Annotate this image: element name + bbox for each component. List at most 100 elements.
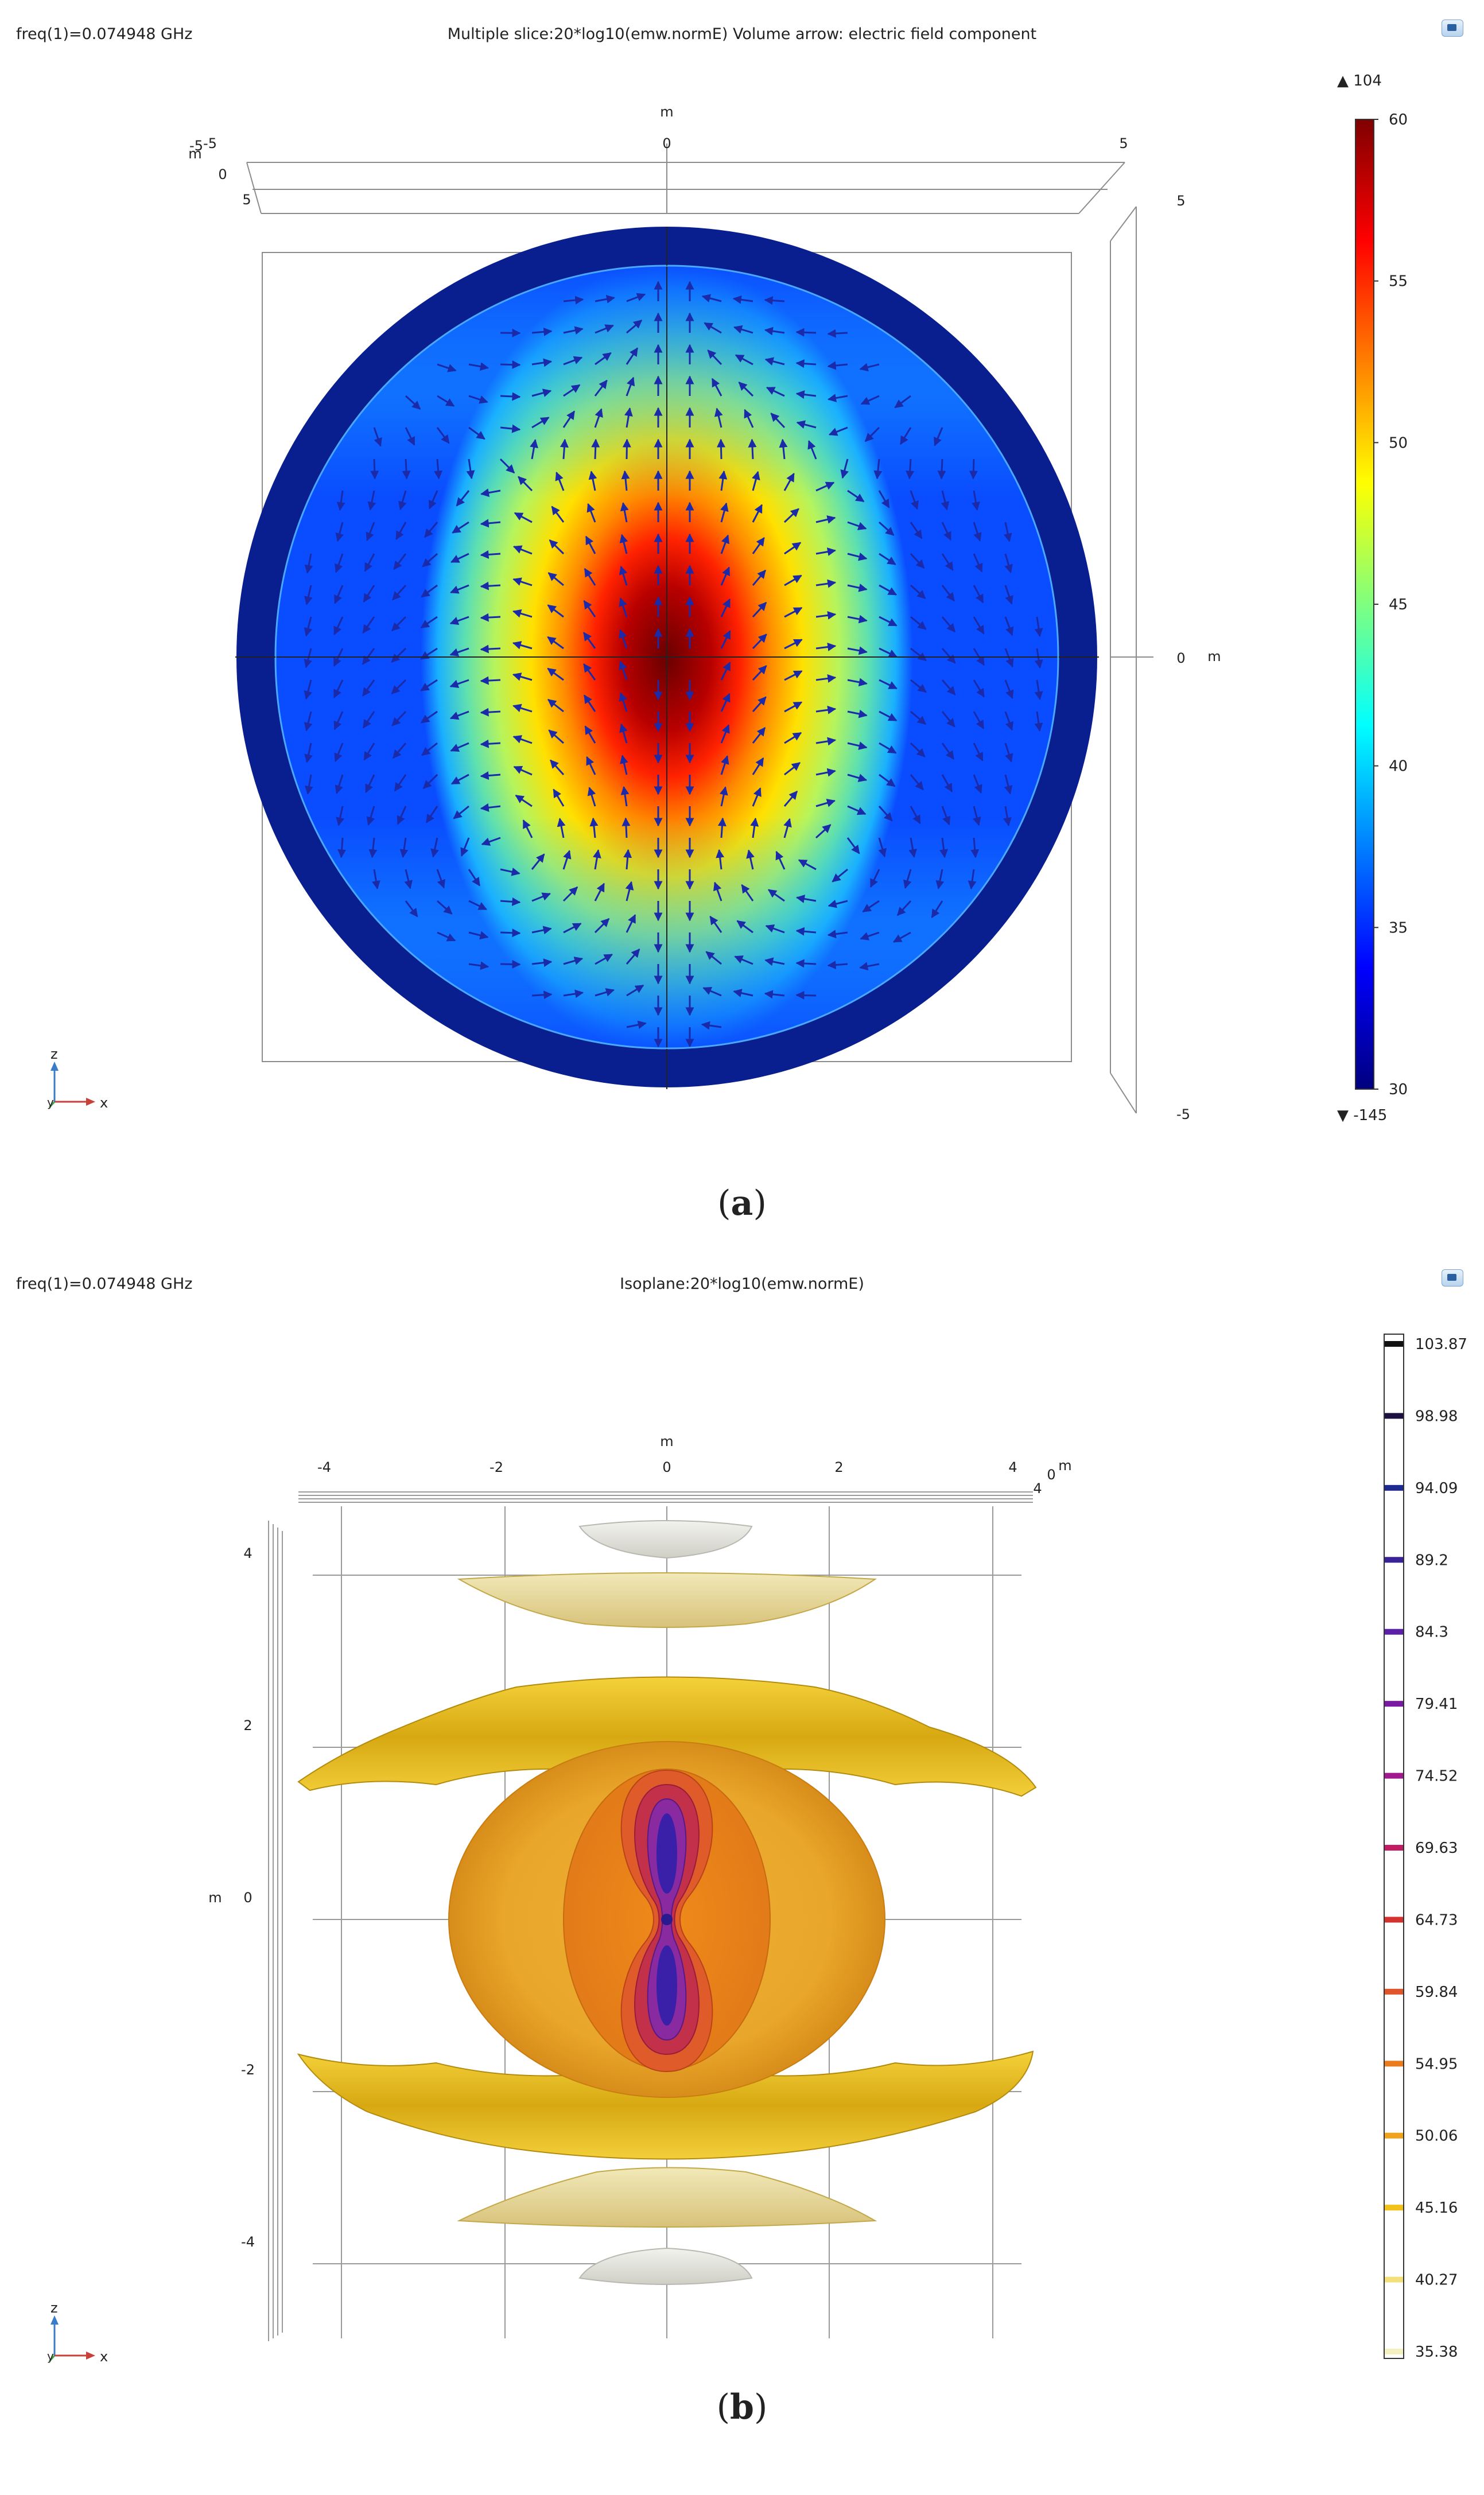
field-arrow [815, 481, 835, 492]
x-axis-unit: m [660, 1433, 673, 1449]
field-arrow [970, 837, 980, 858]
field-slice [275, 266, 1058, 1048]
field-arrow [368, 837, 378, 858]
field-arrow [591, 438, 600, 460]
field-arrow [969, 458, 978, 480]
field-arrow [437, 900, 453, 915]
field-arrow [840, 458, 849, 479]
field-arrow [934, 427, 943, 446]
isolevel-label: 35.38 [1415, 2344, 1458, 2361]
field-arrow [626, 319, 643, 334]
field-arrow [783, 472, 795, 491]
field-arrow [421, 742, 438, 756]
field-arrow [512, 545, 533, 555]
field-arrow [402, 458, 411, 480]
field-arrow [588, 471, 597, 491]
field-arrow [752, 727, 766, 744]
field-arrow [702, 987, 722, 997]
field-arrow [784, 701, 803, 713]
field-arrow [910, 710, 927, 725]
field-arrow [391, 647, 407, 663]
field-arrow [619, 723, 628, 744]
field-arrow [336, 490, 345, 511]
isolevel-swatch [1385, 2061, 1403, 2067]
field-arrow [363, 743, 375, 761]
colorbar-tick-label: 30 [1389, 1081, 1408, 1098]
field-arrow [1034, 679, 1043, 701]
field-arrow [1003, 806, 1012, 827]
field-arrow [709, 915, 722, 933]
field-arrow [500, 897, 521, 906]
field-arrow [373, 427, 382, 447]
x-tick-left: -5 [203, 135, 217, 151]
x-tick-4: 4 [1008, 1459, 1017, 1475]
field-arrow [910, 742, 926, 757]
field-arrow [531, 388, 552, 397]
field-arrow [619, 692, 628, 712]
isolevel-label: 69.63 [1415, 1840, 1458, 1857]
field-arrow [972, 806, 981, 826]
field-arrow [547, 698, 564, 713]
field-arrow [1004, 711, 1014, 731]
field-arrow [1004, 553, 1013, 574]
field-arrow [499, 458, 515, 474]
field-arrow [720, 724, 730, 744]
colorbar-tick-label: 35 [1389, 919, 1408, 936]
field-arrow [1004, 616, 1014, 636]
field-arrow [513, 765, 533, 776]
field-arrow [583, 663, 596, 681]
field-arrow [586, 756, 596, 775]
field-arrow [815, 547, 836, 556]
field-arrow [941, 774, 953, 792]
field-arrow [547, 604, 564, 618]
field-arrow [362, 616, 375, 634]
camera-icon[interactable] [1442, 1269, 1463, 1287]
field-arrow [548, 729, 564, 744]
field-arrow [480, 708, 501, 717]
field-arrow [973, 585, 984, 604]
field-arrow [367, 490, 376, 511]
field-arrow [304, 743, 313, 763]
field-arrow [512, 641, 533, 650]
isosurface-core-top [656, 1813, 677, 1894]
field-arrow [518, 476, 533, 492]
isosurface-yellow-top [297, 1676, 1037, 1797]
field-arrow [422, 553, 438, 568]
field-arrow [500, 928, 521, 938]
isolevel-swatch [1385, 1413, 1403, 1419]
field-arrow [879, 774, 896, 787]
field-arrow [563, 296, 584, 305]
field-arrow [767, 889, 785, 902]
field-arrow [620, 786, 630, 807]
field-arrow [549, 539, 565, 555]
field-arrow [784, 639, 803, 650]
field-arrow [847, 646, 868, 655]
field-arrow [732, 295, 753, 304]
triad-y-label: y [47, 1095, 54, 1109]
colorbar-tick-label: 50 [1389, 434, 1408, 452]
field-arrow [595, 294, 615, 304]
z-axis-unit: m [1207, 648, 1221, 664]
field-arrow [452, 521, 469, 534]
plot-title: Isoplane:20*log10(emw.normE) [620, 1275, 864, 1293]
field-arrow [620, 755, 628, 775]
field-arrow [910, 522, 923, 539]
field-arrow [420, 616, 438, 629]
field-arrow [557, 818, 566, 838]
field-arrow [434, 458, 443, 480]
field-arrow [878, 521, 895, 536]
field-arrow [752, 634, 767, 650]
field-arrow [363, 585, 375, 603]
field-arrow [585, 535, 596, 554]
field-arrow [595, 324, 614, 334]
isosurface-core-bottom [656, 1945, 677, 2026]
field-arrow [941, 553, 954, 571]
camera-icon[interactable] [1442, 20, 1463, 37]
field-arrow [860, 931, 880, 941]
field-arrow [701, 1021, 722, 1030]
field-arrow [908, 837, 918, 858]
axis-triad: z x y [47, 2300, 108, 2365]
field-arrow [366, 522, 375, 542]
field-arrow [589, 817, 599, 838]
field-arrow [860, 395, 880, 405]
